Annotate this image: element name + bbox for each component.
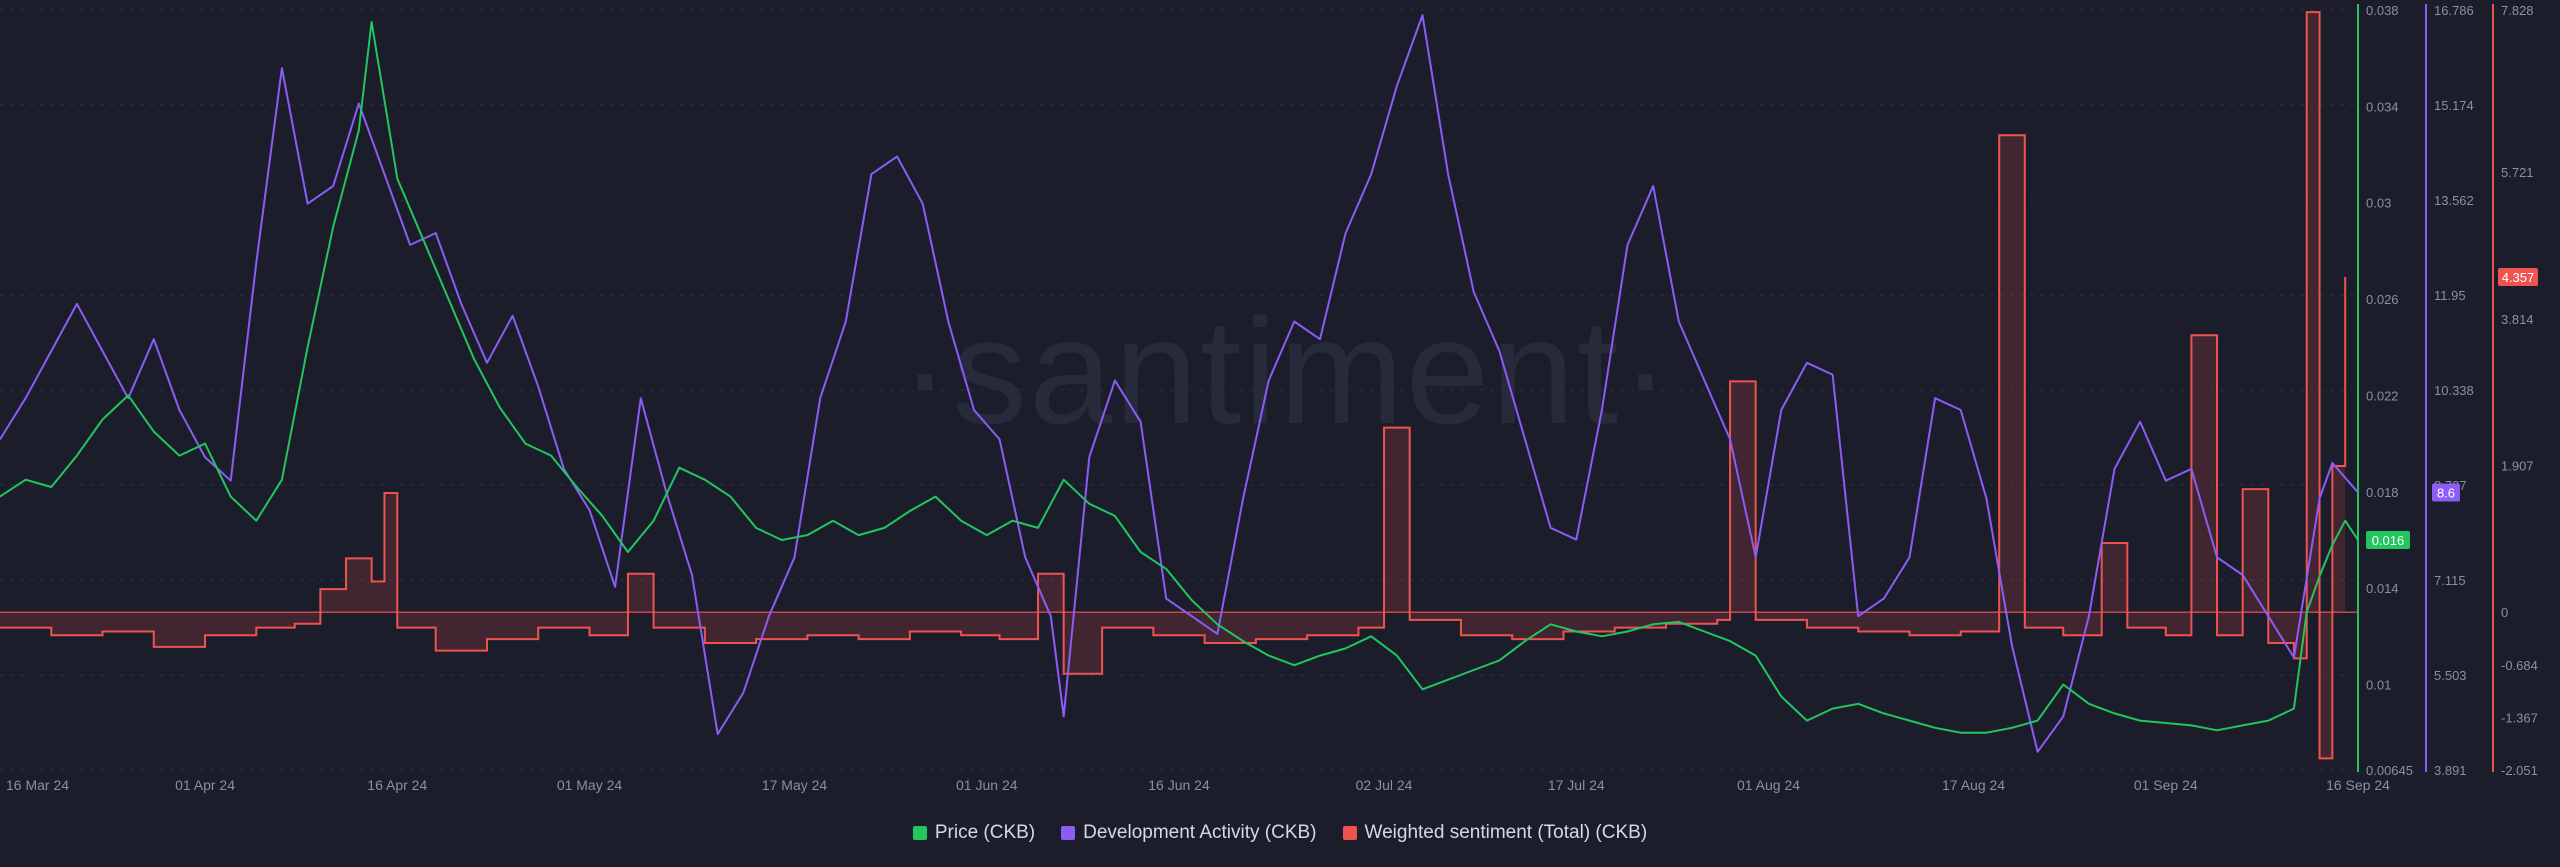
dev-activity-line: [0, 14, 2359, 753]
legend-item-dev-activity[interactable]: Development Activity (CKB): [1061, 822, 1317, 844]
legend-label-sentiment: Weighted sentiment (Total) (CKB): [1364, 822, 1648, 843]
y-tick-label-2: -2.051: [2501, 763, 2538, 778]
x-tick-label: 01 Jun 24: [956, 777, 1018, 793]
y-tick-label-2: 1.907: [2501, 459, 2534, 474]
legend: Price (CKB) Development Activity (CKB) W…: [0, 818, 2560, 848]
y-tick-label-0: 0.03: [2366, 196, 2391, 211]
sentiment-line: [0, 11, 2347, 760]
current-value-badge-1: [2432, 483, 2460, 502]
y-tick-label-2: -1.367: [2501, 710, 2538, 725]
watermark: ·santiment·: [900, 287, 1673, 455]
current-value-label-0: 0.016: [2372, 533, 2405, 548]
y-tick-label-2: 7.828: [2501, 3, 2534, 18]
x-tick-label: 01 Aug 24: [1737, 777, 1800, 793]
x-tick-label: 16 Sep 24: [2326, 777, 2390, 793]
current-value-label-2: 4.357: [2502, 270, 2535, 285]
x-tick-label: 01 Sep 24: [2134, 777, 2198, 793]
y-tick-label-0: 0.038: [2366, 3, 2399, 18]
legend-swatch-sentiment: [1342, 826, 1357, 840]
y-tick-label-0: 0.026: [2366, 292, 2399, 307]
legend-swatch-price: [912, 826, 927, 840]
x-tick-label: 01 Apr 24: [175, 777, 235, 793]
legend-label-price: Price (CKB): [934, 822, 1036, 843]
price-line: [0, 21, 2359, 734]
y-tick-label-2: 0: [2501, 605, 2508, 620]
y-tick-label-2: 5.721: [2501, 165, 2534, 180]
y-tick-label-1: 16.786: [2434, 3, 2474, 18]
current-value-badge-0: [2366, 530, 2410, 549]
x-tick-label: 17 Jul 24: [1548, 777, 1605, 793]
current-value-badge-2: [2498, 268, 2538, 287]
current-value-label-1: 8.6: [2437, 485, 2455, 500]
y-tick-label-0: 0.022: [2366, 388, 2399, 403]
y-tick-label-1: 13.562: [2434, 193, 2474, 208]
legend-item-sentiment[interactable]: Weighted sentiment (Total) (CKB): [1342, 822, 1648, 844]
y-tick-label-0: 0.01: [2366, 677, 2391, 692]
y-tick-label-1: 5.503: [2434, 668, 2467, 683]
x-tick-label: 02 Jul 24: [1356, 777, 1413, 793]
y-tick-label-0: 0.034: [2366, 99, 2399, 114]
y-tick-label-0: 0.00645: [2366, 763, 2413, 778]
y-tick-label-1: 15.174: [2434, 98, 2474, 113]
x-tick-label: 17 Aug 24: [1942, 777, 2005, 793]
x-tick-label: 16 Mar 24: [6, 777, 69, 793]
y-tick-label-1: 7.115: [2434, 573, 2466, 588]
y-tick-label-0: 0.014: [2366, 581, 2399, 596]
y-tick-label-1: 11.95: [2434, 288, 2466, 303]
y-tick-label-0: 0.018: [2366, 485, 2399, 500]
legend-label-dev-activity: Development Activity (CKB): [1083, 822, 1317, 843]
legend-swatch-dev-activity: [1061, 826, 1076, 840]
x-tick-label: 16 Jun 24: [1148, 777, 1210, 793]
y-tick-label-1: 3.891: [2434, 763, 2467, 778]
y-tick-label-2: 3.814: [2501, 312, 2534, 327]
legend-item-price[interactable]: Price (CKB): [912, 822, 1036, 844]
y-tick-label-1: 10.338: [2434, 383, 2474, 398]
x-tick-label: 16 Apr 24: [367, 777, 427, 793]
x-tick-label: 01 May 24: [557, 777, 623, 793]
y-tick-label-2: -0.684: [2501, 658, 2538, 673]
x-tick-label: 17 May 24: [762, 777, 828, 793]
